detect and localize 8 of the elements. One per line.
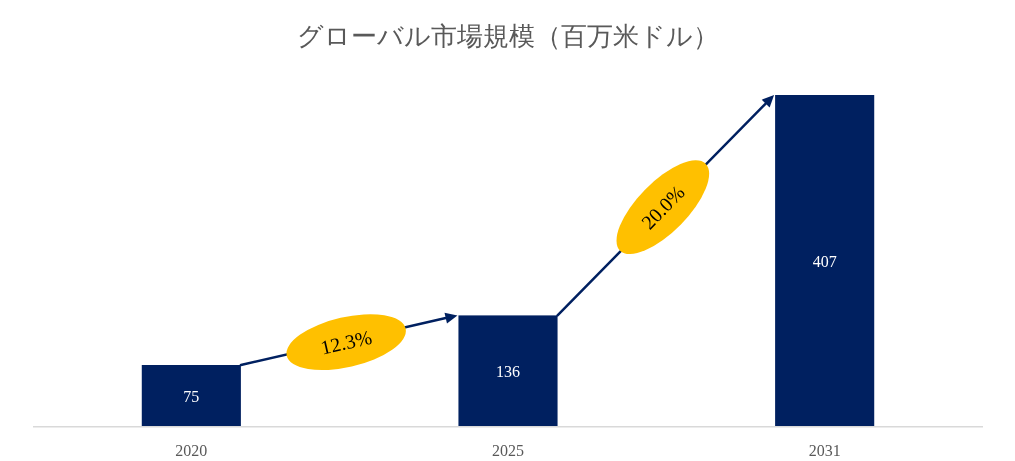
data-label: 136 <box>496 362 520 380</box>
x-tick-label: 2020 <box>175 442 208 459</box>
data-label: 75 <box>183 387 200 405</box>
x-tick-label: 2025 <box>492 442 524 459</box>
annotation: 12.3% <box>318 325 374 359</box>
x-tick-label: 2031 <box>808 442 841 459</box>
data-label: 407 <box>812 252 837 270</box>
chart-title: グローバル市場規模（百万米ドル） <box>296 22 719 51</box>
